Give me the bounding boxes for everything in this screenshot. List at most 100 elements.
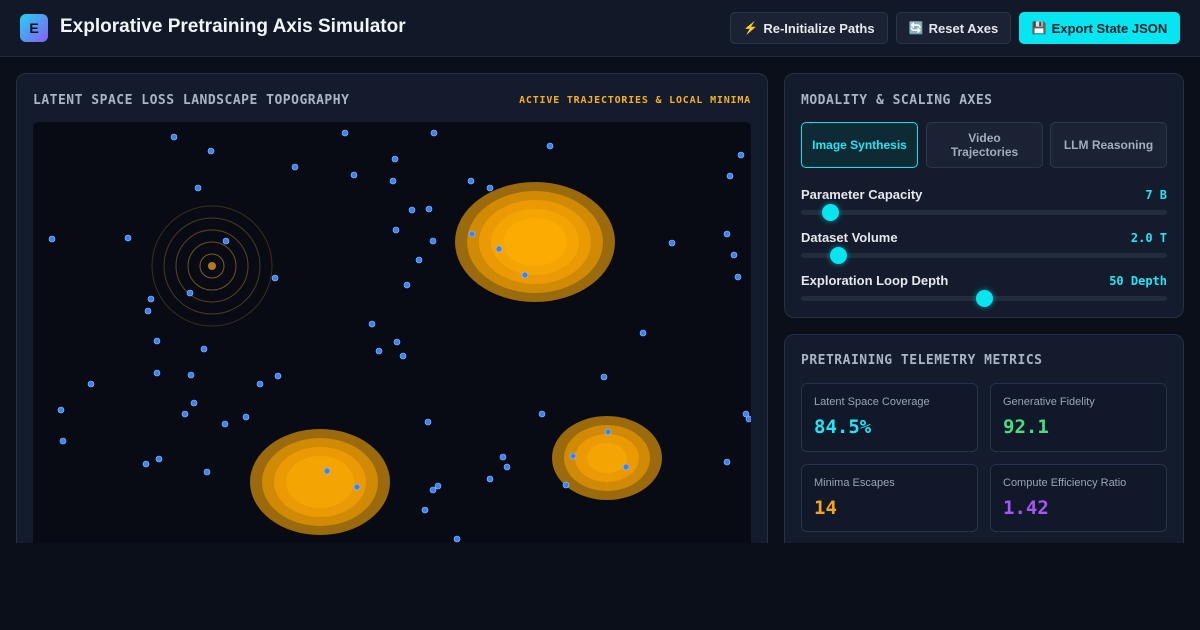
metric-label: Compute Efficiency Ratio <box>1003 477 1127 489</box>
trajectory-particle <box>59 437 67 445</box>
trajectory-particle <box>424 418 432 426</box>
trajectory-particle <box>745 415 751 423</box>
trajectory-particle <box>391 155 399 163</box>
save-icon: 💾 <box>1031 21 1047 35</box>
trajectory-particle <box>147 295 155 303</box>
trajectory-particle <box>200 345 208 353</box>
export-state-label: Export State JSON <box>1051 20 1168 36</box>
page-footer-space <box>0 543 1200 630</box>
trajectory-particle <box>207 147 215 155</box>
trajectory-particle <box>170 133 178 141</box>
trajectory-particle <box>546 142 554 150</box>
metric-card-fidelity: Generative Fidelity 92.1 <box>990 383 1167 452</box>
slider-thumb[interactable] <box>976 290 993 307</box>
parameter-capacity-label: Parameter Capacity <box>801 187 923 202</box>
trajectory-particle <box>222 237 230 245</box>
trajectory-particle <box>353 483 361 491</box>
trajectory-particle <box>421 506 429 514</box>
trajectory-particle <box>186 289 194 297</box>
trajectory-particle <box>415 256 423 264</box>
local-minimum <box>552 416 662 500</box>
trajectory-particle <box>429 486 437 494</box>
trajectory-particle <box>434 482 442 490</box>
landscape-canvas[interactable] <box>33 122 751 562</box>
trajectory-particle <box>124 234 132 242</box>
metric-label: Generative Fidelity <box>1003 396 1095 408</box>
app-title: Explorative Pretraining Axis Simulator <box>60 16 406 37</box>
trajectory-particle <box>521 271 529 279</box>
trajectory-particle <box>503 463 511 471</box>
trajectory-particle <box>389 177 397 185</box>
trajectory-particle <box>425 205 433 213</box>
reset-axes-button[interactable]: 🔄 Reset Axes <box>896 12 1011 44</box>
modality-image-synthesis[interactable]: Image Synthesis <box>801 122 918 168</box>
telemetry-panel: PRETRAINING TELEMETRY METRICS Latent Spa… <box>784 334 1184 564</box>
trajectory-particle <box>742 410 750 418</box>
trajectory-particle <box>181 410 189 418</box>
trajectory-particle <box>408 206 416 214</box>
trajectory-particle <box>639 329 647 337</box>
trajectory-particle <box>569 452 577 460</box>
exploration-depth-slider[interactable] <box>801 290 1167 307</box>
trajectory-particle <box>221 420 229 428</box>
trajectory-particle <box>142 460 150 468</box>
refresh-icon: 🔄 <box>908 21 924 35</box>
metric-value: 1.42 <box>1003 497 1049 519</box>
metric-card-coverage: Latent Space Coverage 84.5% <box>801 383 978 452</box>
trajectory-particle <box>48 235 56 243</box>
trajectory-particle <box>486 184 494 192</box>
trajectory-particle <box>271 274 279 282</box>
trajectory-particle <box>726 172 734 180</box>
app-header: E Explorative Pretraining Axis Simulator… <box>0 0 1200 57</box>
metric-card-efficiency: Compute Efficiency Ratio 1.42 <box>990 464 1167 532</box>
axes-title: MODALITY & SCALING AXES <box>801 93 993 108</box>
parameter-capacity-slider[interactable] <box>801 204 1167 221</box>
landscape-plot[interactable] <box>33 122 751 562</box>
local-minimum <box>250 429 390 535</box>
reinitialize-paths-button[interactable]: ⚡ Re-Initialize Paths <box>730 12 888 44</box>
trajectory-particle <box>486 475 494 483</box>
trajectory-particle <box>190 399 198 407</box>
slider-thumb[interactable] <box>822 204 840 221</box>
modality-axes-panel: MODALITY & SCALING AXES Image Synthesis … <box>784 73 1184 318</box>
slider-thumb[interactable] <box>829 247 847 264</box>
origin-marker <box>208 262 216 270</box>
trajectory-particle <box>668 239 676 247</box>
trajectory-particle <box>430 129 438 137</box>
exploration-depth-label: Exploration Loop Depth <box>801 273 949 288</box>
trajectory-particle <box>153 369 161 377</box>
trajectory-particle <box>730 251 738 259</box>
dataset-volume-value: 2.0 T <box>1130 231 1167 245</box>
trajectory-particle <box>323 467 331 475</box>
trajectory-particle <box>203 468 211 476</box>
trajectory-particle <box>256 380 264 388</box>
export-state-button[interactable]: 💾 Export State JSON <box>1019 12 1180 44</box>
trajectory-particle <box>723 230 731 238</box>
trajectory-particle <box>604 428 612 436</box>
trajectory-particle <box>399 352 407 360</box>
dataset-volume-slider[interactable] <box>801 247 1167 264</box>
landscape-subtitle: ACTIVE TRAJECTORIES & LOCAL MINIMA <box>519 95 751 106</box>
metric-value: 84.5% <box>814 416 872 438</box>
metric-value: 92.1 <box>1003 416 1049 438</box>
trajectory-particle <box>187 371 195 379</box>
trajectory-particle <box>468 230 476 238</box>
trajectory-particle <box>375 347 383 355</box>
reinitialize-paths-label: Re-Initialize Paths <box>763 20 875 36</box>
lightning-icon: ⚡ <box>743 21 759 35</box>
trajectory-particle <box>274 372 282 380</box>
trajectory-particle <box>393 338 401 346</box>
modality-llm-reasoning[interactable]: LLM Reasoning <box>1050 122 1167 168</box>
trajectory-particles <box>48 129 751 543</box>
trajectory-particle <box>622 463 630 471</box>
trajectory-particle <box>734 273 742 281</box>
metric-label: Latent Space Coverage <box>814 396 930 408</box>
metric-value: 14 <box>814 497 837 519</box>
trajectory-particle <box>392 226 400 234</box>
trajectory-particle <box>403 281 411 289</box>
metric-label: Minima Escapes <box>814 477 895 489</box>
modality-video-trajectories[interactable]: Video Trajectories <box>926 122 1043 168</box>
trajectory-particle <box>194 184 202 192</box>
trajectory-particle <box>495 245 503 253</box>
exploration-depth-value: 50 Depth <box>1109 274 1167 288</box>
